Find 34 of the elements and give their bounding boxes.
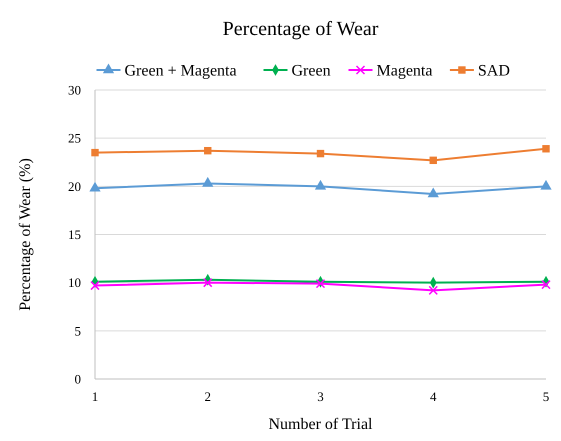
point [428, 188, 439, 198]
legend-label: Green [292, 62, 331, 80]
x-tick-label: 4 [430, 389, 437, 404]
point [428, 286, 438, 296]
point [542, 145, 550, 152]
y-tick-label: 0 [74, 372, 81, 387]
y-tick-label: 5 [74, 323, 81, 338]
point [430, 156, 437, 164]
point [204, 146, 212, 154]
point [91, 148, 99, 156]
x-tick-label: 5 [542, 389, 550, 404]
point [316, 278, 326, 288]
x-tick-label: 1 [92, 389, 98, 404]
point [540, 180, 552, 190]
y-tick-label: 20 [68, 178, 81, 194]
point [316, 150, 324, 158]
point [203, 278, 212, 288]
y-tick-label: 15 [68, 227, 81, 242]
point [541, 280, 551, 290]
legend-label: Magenta [376, 62, 432, 80]
y-tick-label: 10 [68, 275, 81, 290]
point [314, 180, 326, 190]
y-tick-label: 25 [68, 130, 81, 146]
legend-label: Green + Magenta [124, 62, 237, 80]
y-tick-label: 30 [68, 82, 81, 98]
legend-label: SAD [478, 62, 510, 80]
y-axis-title: Percentage of Wear (%) [17, 158, 34, 311]
x-tick-label: 2 [204, 389, 211, 404]
x-axis-title: Number of Trial [268, 416, 374, 433]
point [202, 176, 214, 187]
point [89, 182, 101, 192]
point [90, 280, 100, 290]
chart-title: Percentage of Wear [222, 18, 379, 40]
x-tick-label: 3 [317, 389, 324, 404]
